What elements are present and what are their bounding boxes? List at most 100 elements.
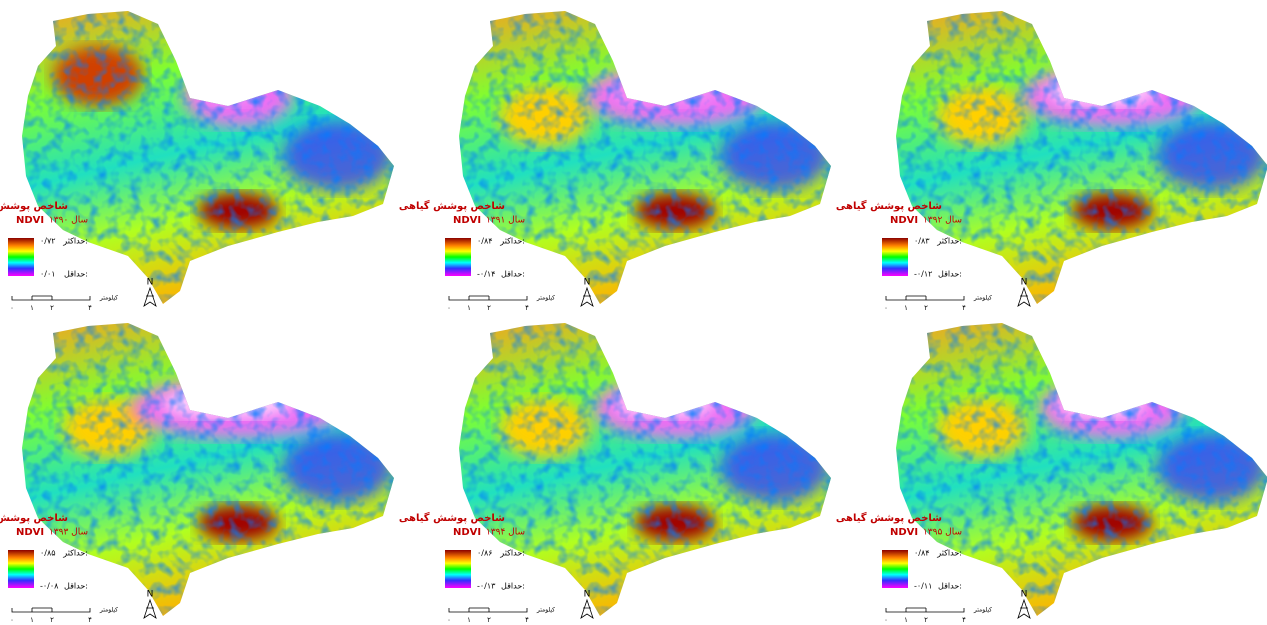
map-panel: شاخص پوشش گیاهی NDVI سال ۱۳۹۴ حداکثر: ۰/۸۶ حد… bbox=[399, 323, 831, 624]
scale-tick: ۲ bbox=[924, 304, 928, 312]
scale-tick: ۴ bbox=[962, 616, 966, 624]
legend-year: سال ۱۳۹۰ bbox=[49, 216, 88, 226]
north-arrow bbox=[1017, 286, 1031, 307]
legend-year: سال ۱۳۹۱ bbox=[486, 216, 525, 226]
scale-bar bbox=[448, 607, 528, 613]
raster-texture bbox=[22, 323, 394, 616]
north-letter: N bbox=[584, 590, 591, 600]
map-raster bbox=[22, 323, 394, 616]
map-panel: شاخص پوشش گیاهی NDVI سال ۱۳۹۵ حداکثر: ۰/۸۴ حد… bbox=[836, 323, 1267, 624]
max-label: حداکثر: bbox=[499, 549, 525, 558]
color-ramp bbox=[882, 550, 908, 588]
color-ramp bbox=[882, 238, 908, 276]
legend-title: شاخص پوشش گیاهی bbox=[399, 199, 505, 212]
scale-unit: کیلومتر bbox=[536, 607, 555, 614]
min-value: ۰/۰۱ bbox=[40, 270, 56, 279]
scale-bar bbox=[11, 295, 91, 301]
map-panel: شاخص پوشش گیاهی NDVI سال ۱۳۹۳ حداکثر: ۰/۸۵ حد… bbox=[0, 323, 394, 624]
scale-unit: کیلومتر bbox=[973, 295, 992, 302]
scale-tick: ۱ bbox=[30, 304, 34, 312]
max-value: ۰/۸۵ bbox=[40, 549, 56, 558]
min-value: -۰/۱۱ bbox=[914, 582, 932, 591]
max-value: ۰/۷۲ bbox=[40, 237, 56, 246]
min-label: حداقل: bbox=[64, 582, 88, 591]
scale-unit: کیلومتر bbox=[973, 607, 992, 614]
north-arrow bbox=[143, 286, 157, 307]
north-arrow bbox=[143, 598, 157, 619]
raster-texture bbox=[896, 323, 1267, 616]
min-value: -۰/۱۳ bbox=[477, 582, 496, 591]
min-value: -۰/۱۲ bbox=[914, 270, 932, 279]
north-arrow bbox=[1017, 598, 1031, 619]
scale-bar bbox=[11, 607, 91, 613]
max-label: حداکثر: bbox=[936, 237, 962, 246]
legend-year: سال ۱۳۹۲ bbox=[923, 216, 962, 226]
max-label: حداکثر: bbox=[499, 237, 525, 246]
scale-tick: ۰ bbox=[447, 616, 451, 624]
north-letter: N bbox=[584, 278, 591, 288]
north-letter: N bbox=[1021, 590, 1028, 600]
raster-texture bbox=[459, 323, 831, 616]
legend-ndvi: NDVI bbox=[890, 215, 918, 226]
legend-ndvi: NDVI bbox=[453, 215, 481, 226]
scale-tick: ۰ bbox=[10, 616, 14, 624]
scale-tick: ۴ bbox=[88, 304, 92, 312]
map-raster bbox=[896, 323, 1267, 616]
north-letter: N bbox=[147, 278, 154, 288]
scale-unit: کیلومتر bbox=[99, 295, 118, 302]
legend-ndvi: NDVI bbox=[16, 527, 44, 538]
scale-bar bbox=[448, 295, 528, 301]
legend-year: سال ۱۳۹۳ bbox=[49, 528, 88, 538]
north-arrow bbox=[580, 598, 594, 619]
map-panel: شاخص پوشش گیاهی NDVI سال ۱۳۹۱ حداکثر: ۰/۸۴ حد… bbox=[399, 11, 831, 312]
map-raster bbox=[459, 323, 831, 616]
color-ramp bbox=[445, 550, 471, 588]
min-label: حداقل: bbox=[938, 270, 962, 279]
scale-tick: ۰ bbox=[884, 304, 888, 312]
color-ramp bbox=[8, 550, 34, 588]
legend-title: شاخص پوشش گیاهی bbox=[0, 199, 68, 212]
scale-tick: ۰ bbox=[884, 616, 888, 624]
color-ramp bbox=[8, 238, 34, 276]
north-arrow bbox=[580, 286, 594, 307]
min-value: -۰/۰۸ bbox=[40, 582, 59, 591]
max-value: ۰/۸۶ bbox=[477, 549, 493, 558]
scale-tick: ۰ bbox=[10, 304, 14, 312]
scale-bar bbox=[885, 295, 965, 301]
max-value: ۰/۸۴ bbox=[914, 549, 930, 558]
min-label: حداقل: bbox=[938, 582, 962, 591]
scale-tick: ۲ bbox=[50, 304, 54, 312]
min-value: -۰/۱۴ bbox=[477, 270, 495, 279]
min-label: حداقل: bbox=[501, 582, 525, 591]
legend-ndvi: NDVI bbox=[16, 215, 44, 226]
legend-year: سال ۱۳۹۵ bbox=[923, 528, 962, 538]
scale-tick: ۲ bbox=[487, 616, 491, 624]
scale-unit: کیلومتر bbox=[536, 295, 555, 302]
scale-tick: ۱ bbox=[30, 616, 34, 624]
scale-tick: ۴ bbox=[525, 616, 529, 624]
max-value: ۰/۸۳ bbox=[914, 237, 930, 246]
scale-tick: ۱ bbox=[467, 616, 471, 624]
max-label: حداکثر: bbox=[62, 549, 88, 558]
scale-tick: ۰ bbox=[447, 304, 451, 312]
scale-tick: ۴ bbox=[88, 616, 92, 624]
north-letter: N bbox=[147, 590, 154, 600]
scale-tick: ۲ bbox=[487, 304, 491, 312]
max-value: ۰/۸۴ bbox=[477, 237, 493, 246]
scale-tick: ۲ bbox=[924, 616, 928, 624]
legend-year: سال ۱۳۹۴ bbox=[486, 528, 525, 538]
min-label: حداقل: bbox=[501, 270, 525, 279]
scale-unit: کیلومتر bbox=[99, 607, 118, 614]
min-label: حداقل: bbox=[64, 270, 88, 279]
max-label: حداکثر: bbox=[62, 237, 88, 246]
map-panel: شاخص پوشش گیاهی NDVI سال ۱۳۹۲ حداکثر: ۰/۸۳ حد… bbox=[836, 11, 1267, 312]
color-ramp bbox=[445, 238, 471, 276]
legend-title: شاخص پوشش گیاهی bbox=[399, 511, 505, 524]
scale-tick: ۱ bbox=[904, 304, 908, 312]
legend-title: شاخص پوشش گیاهی bbox=[836, 511, 942, 524]
scale-tick: ۱ bbox=[904, 616, 908, 624]
legend-ndvi: NDVI bbox=[890, 527, 918, 538]
north-letter: N bbox=[1021, 278, 1028, 288]
legend-ndvi: NDVI bbox=[453, 527, 481, 538]
